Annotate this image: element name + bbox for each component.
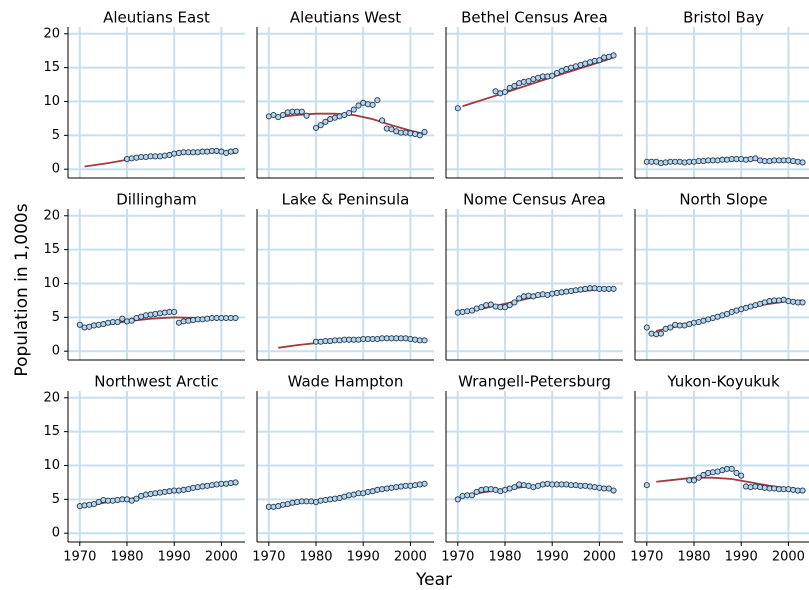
point [421, 480, 428, 487]
x-tick-label: 2000 [394, 550, 427, 565]
y-tick-label: 0 [52, 526, 60, 541]
point [596, 57, 603, 64]
point [511, 82, 518, 89]
point [232, 147, 239, 154]
point [312, 124, 320, 131]
point [416, 132, 423, 139]
x-tick-label: 1980 [488, 550, 521, 565]
point [511, 484, 518, 491]
point [690, 477, 698, 484]
fit-line [278, 112, 425, 135]
point [128, 317, 135, 324]
point [695, 474, 702, 481]
point [379, 117, 386, 124]
y-tick-label: 15 [43, 60, 60, 75]
point [350, 106, 357, 113]
y-tick-label: 5 [52, 492, 60, 507]
point [511, 299, 518, 306]
point [610, 487, 617, 494]
point [738, 472, 745, 479]
x-tick-label: 2000 [205, 550, 238, 565]
point [374, 97, 381, 104]
y-tick-label: 0 [52, 344, 60, 359]
point [76, 321, 83, 328]
y-tick-label: 15 [43, 424, 60, 439]
panel-title: Nome Census Area [463, 191, 606, 209]
panel-title: Dillingham [116, 191, 197, 209]
x-tick-label: 1970 [441, 550, 474, 565]
point [643, 324, 650, 331]
x-tick-label: 2000 [772, 550, 805, 565]
panel-title: Aleutians East [103, 9, 210, 27]
panel-title: Wade Hampton [288, 373, 404, 391]
point [114, 319, 121, 326]
point [733, 469, 740, 476]
point [728, 465, 735, 472]
panel-title: Aleutians West [290, 9, 401, 27]
y-axis-label: Population in 1,000s [12, 203, 32, 376]
x-tick-label: 1980 [299, 550, 332, 565]
point [799, 487, 806, 494]
point [369, 101, 376, 108]
panel-title: Northwest Arctic [94, 373, 219, 391]
x-axis-label: Year [415, 570, 452, 590]
panel-title: North Slope [679, 191, 767, 209]
point [232, 479, 239, 486]
x-tick-label: 1990 [536, 550, 569, 565]
y-tick-label: 20 [43, 390, 60, 405]
x-tick-label: 2000 [583, 550, 616, 565]
point [454, 105, 461, 112]
point [643, 482, 650, 489]
point [232, 314, 239, 322]
point [421, 337, 428, 344]
panel-title: Bristol Bay [683, 9, 764, 27]
point [119, 315, 126, 322]
y-tick-label: 10 [43, 458, 60, 473]
panel-title: Wrangell-Petersburg [458, 373, 611, 391]
point [317, 122, 324, 129]
point [610, 52, 617, 59]
y-tick-label: 5 [52, 310, 60, 325]
panel-title: Lake & Peninsula [282, 191, 410, 209]
point [549, 72, 556, 79]
x-tick-label: 1990 [158, 550, 191, 565]
panel-title: Yukon-Koyukuk [666, 373, 780, 391]
panel-title: Bethel Census Area [461, 9, 608, 27]
x-tick-label: 1970 [63, 550, 96, 565]
x-tick-label: 1990 [347, 550, 380, 565]
point [799, 299, 806, 306]
x-tick-label: 1990 [725, 550, 758, 565]
point [799, 159, 806, 166]
x-tick-label: 1980 [677, 550, 710, 565]
y-tick-label: 0 [52, 162, 60, 177]
y-tick-label: 15 [43, 242, 60, 257]
point [610, 285, 617, 292]
point [667, 324, 674, 331]
y-tick-label: 5 [52, 128, 60, 143]
x-tick-label: 1980 [110, 550, 143, 565]
y-tick-label: 10 [43, 94, 60, 109]
point [345, 109, 353, 117]
x-tick-label: 1970 [630, 550, 663, 565]
point [303, 112, 310, 119]
y-tick-label: 20 [43, 26, 60, 41]
point [506, 302, 513, 309]
point [322, 118, 329, 125]
y-tick-label: 10 [43, 276, 60, 291]
point [133, 495, 140, 502]
x-tick-label: 1970 [252, 550, 285, 565]
point [468, 492, 476, 499]
point [355, 102, 362, 109]
y-tick-label: 20 [43, 208, 60, 223]
point [421, 128, 428, 136]
point [298, 108, 305, 115]
point [279, 111, 287, 119]
point [501, 88, 509, 96]
point [454, 496, 461, 503]
point [657, 330, 665, 337]
point [171, 308, 178, 315]
